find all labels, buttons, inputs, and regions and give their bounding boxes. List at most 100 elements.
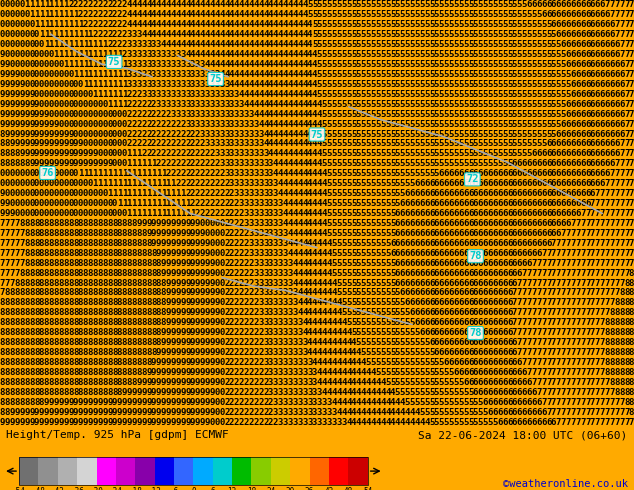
Text: 4: 4 (171, 0, 176, 9)
Text: 4: 4 (283, 50, 288, 59)
Text: 3: 3 (278, 239, 283, 248)
Text: 5: 5 (327, 159, 332, 169)
Text: 8: 8 (87, 249, 93, 258)
Text: 4: 4 (287, 149, 293, 158)
Text: 2: 2 (263, 378, 268, 387)
Text: 1: 1 (102, 179, 108, 188)
Text: 5: 5 (356, 179, 361, 188)
Text: 1: 1 (68, 10, 74, 20)
Text: 4: 4 (209, 30, 215, 39)
Text: 6: 6 (463, 249, 469, 258)
Text: 4: 4 (205, 30, 210, 39)
Text: 0: 0 (24, 50, 30, 59)
Text: 9: 9 (107, 159, 112, 169)
Text: 2: 2 (102, 30, 108, 39)
Text: 4: 4 (341, 368, 347, 377)
Text: 5: 5 (488, 417, 493, 426)
Text: 9: 9 (58, 417, 63, 426)
Text: 8: 8 (93, 388, 98, 397)
Text: 4: 4 (239, 60, 244, 69)
Text: 6: 6 (595, 140, 600, 148)
Text: 7: 7 (541, 249, 547, 258)
Text: 5: 5 (473, 70, 478, 79)
Text: 7: 7 (551, 338, 556, 347)
Text: 9: 9 (185, 239, 190, 248)
Text: 3: 3 (321, 408, 327, 416)
Text: 8: 8 (146, 328, 152, 337)
Text: 6: 6 (488, 229, 493, 238)
Text: 8: 8 (127, 338, 132, 347)
Text: 0: 0 (53, 90, 59, 99)
Text: 7: 7 (604, 179, 610, 188)
Text: 7: 7 (546, 289, 552, 297)
Text: 6: 6 (517, 169, 522, 178)
Text: 5: 5 (370, 358, 376, 367)
Text: 5: 5 (468, 30, 474, 39)
Text: 6: 6 (575, 0, 581, 9)
Text: 0: 0 (39, 80, 44, 89)
Text: 4: 4 (195, 50, 200, 59)
Text: 4: 4 (200, 50, 205, 59)
Text: 8: 8 (4, 338, 10, 347)
Text: 8: 8 (117, 289, 122, 297)
Text: 9: 9 (180, 308, 186, 318)
Text: 7: 7 (624, 169, 630, 178)
Text: 4: 4 (258, 60, 264, 69)
Text: 6: 6 (448, 239, 454, 248)
Text: 6: 6 (458, 169, 463, 178)
Text: 6: 6 (493, 408, 498, 416)
Text: 5: 5 (429, 129, 434, 139)
Text: 5: 5 (444, 140, 449, 148)
Text: 4: 4 (239, 90, 244, 99)
Text: 6: 6 (493, 338, 498, 347)
Text: 9: 9 (4, 90, 10, 99)
Text: 7: 7 (575, 219, 581, 228)
Bar (19, 457, 368, 485)
Text: 8: 8 (609, 308, 615, 318)
Text: 5: 5 (399, 358, 405, 367)
Text: 6: 6 (448, 338, 454, 347)
Text: 2: 2 (180, 140, 186, 148)
Text: 5: 5 (370, 298, 376, 307)
Text: 5: 5 (526, 50, 532, 59)
Text: 5: 5 (453, 159, 458, 169)
Text: 3: 3 (229, 90, 235, 99)
Text: 3: 3 (239, 120, 244, 129)
Text: 4: 4 (292, 120, 298, 129)
Text: 9: 9 (195, 259, 200, 268)
Text: 2: 2 (254, 368, 259, 377)
Text: 0: 0 (82, 199, 88, 208)
Text: 6: 6 (580, 189, 585, 198)
Text: 9: 9 (10, 70, 15, 79)
Text: 4: 4 (190, 10, 195, 20)
Text: 6: 6 (531, 219, 537, 228)
Text: 8: 8 (29, 328, 34, 337)
Text: 6: 6 (526, 199, 532, 208)
Text: 5: 5 (482, 40, 488, 49)
Text: 6: 6 (575, 70, 581, 79)
Text: 5: 5 (424, 338, 429, 347)
Text: 4: 4 (219, 0, 224, 9)
Text: 0: 0 (19, 70, 25, 79)
Text: 5: 5 (370, 199, 376, 208)
Text: 9: 9 (190, 368, 195, 377)
Text: 8: 8 (146, 239, 152, 248)
Text: 0: 0 (24, 40, 30, 49)
Text: 2: 2 (229, 259, 235, 268)
Text: 8: 8 (136, 229, 141, 238)
Text: 4: 4 (380, 408, 385, 416)
Text: 2: 2 (243, 398, 249, 407)
Text: 3: 3 (302, 408, 307, 416)
Text: 7: 7 (526, 278, 532, 288)
Text: 4: 4 (312, 140, 317, 148)
Text: 5: 5 (536, 70, 541, 79)
Text: 9: 9 (195, 318, 200, 327)
Text: 6: 6 (493, 328, 498, 337)
Text: 8: 8 (146, 358, 152, 367)
Text: 5: 5 (507, 0, 512, 9)
Text: 4: 4 (297, 100, 302, 109)
Text: 6: 6 (390, 239, 395, 248)
Text: 6: 6 (399, 239, 405, 248)
Text: 7: 7 (4, 278, 10, 288)
Text: 4: 4 (297, 30, 302, 39)
